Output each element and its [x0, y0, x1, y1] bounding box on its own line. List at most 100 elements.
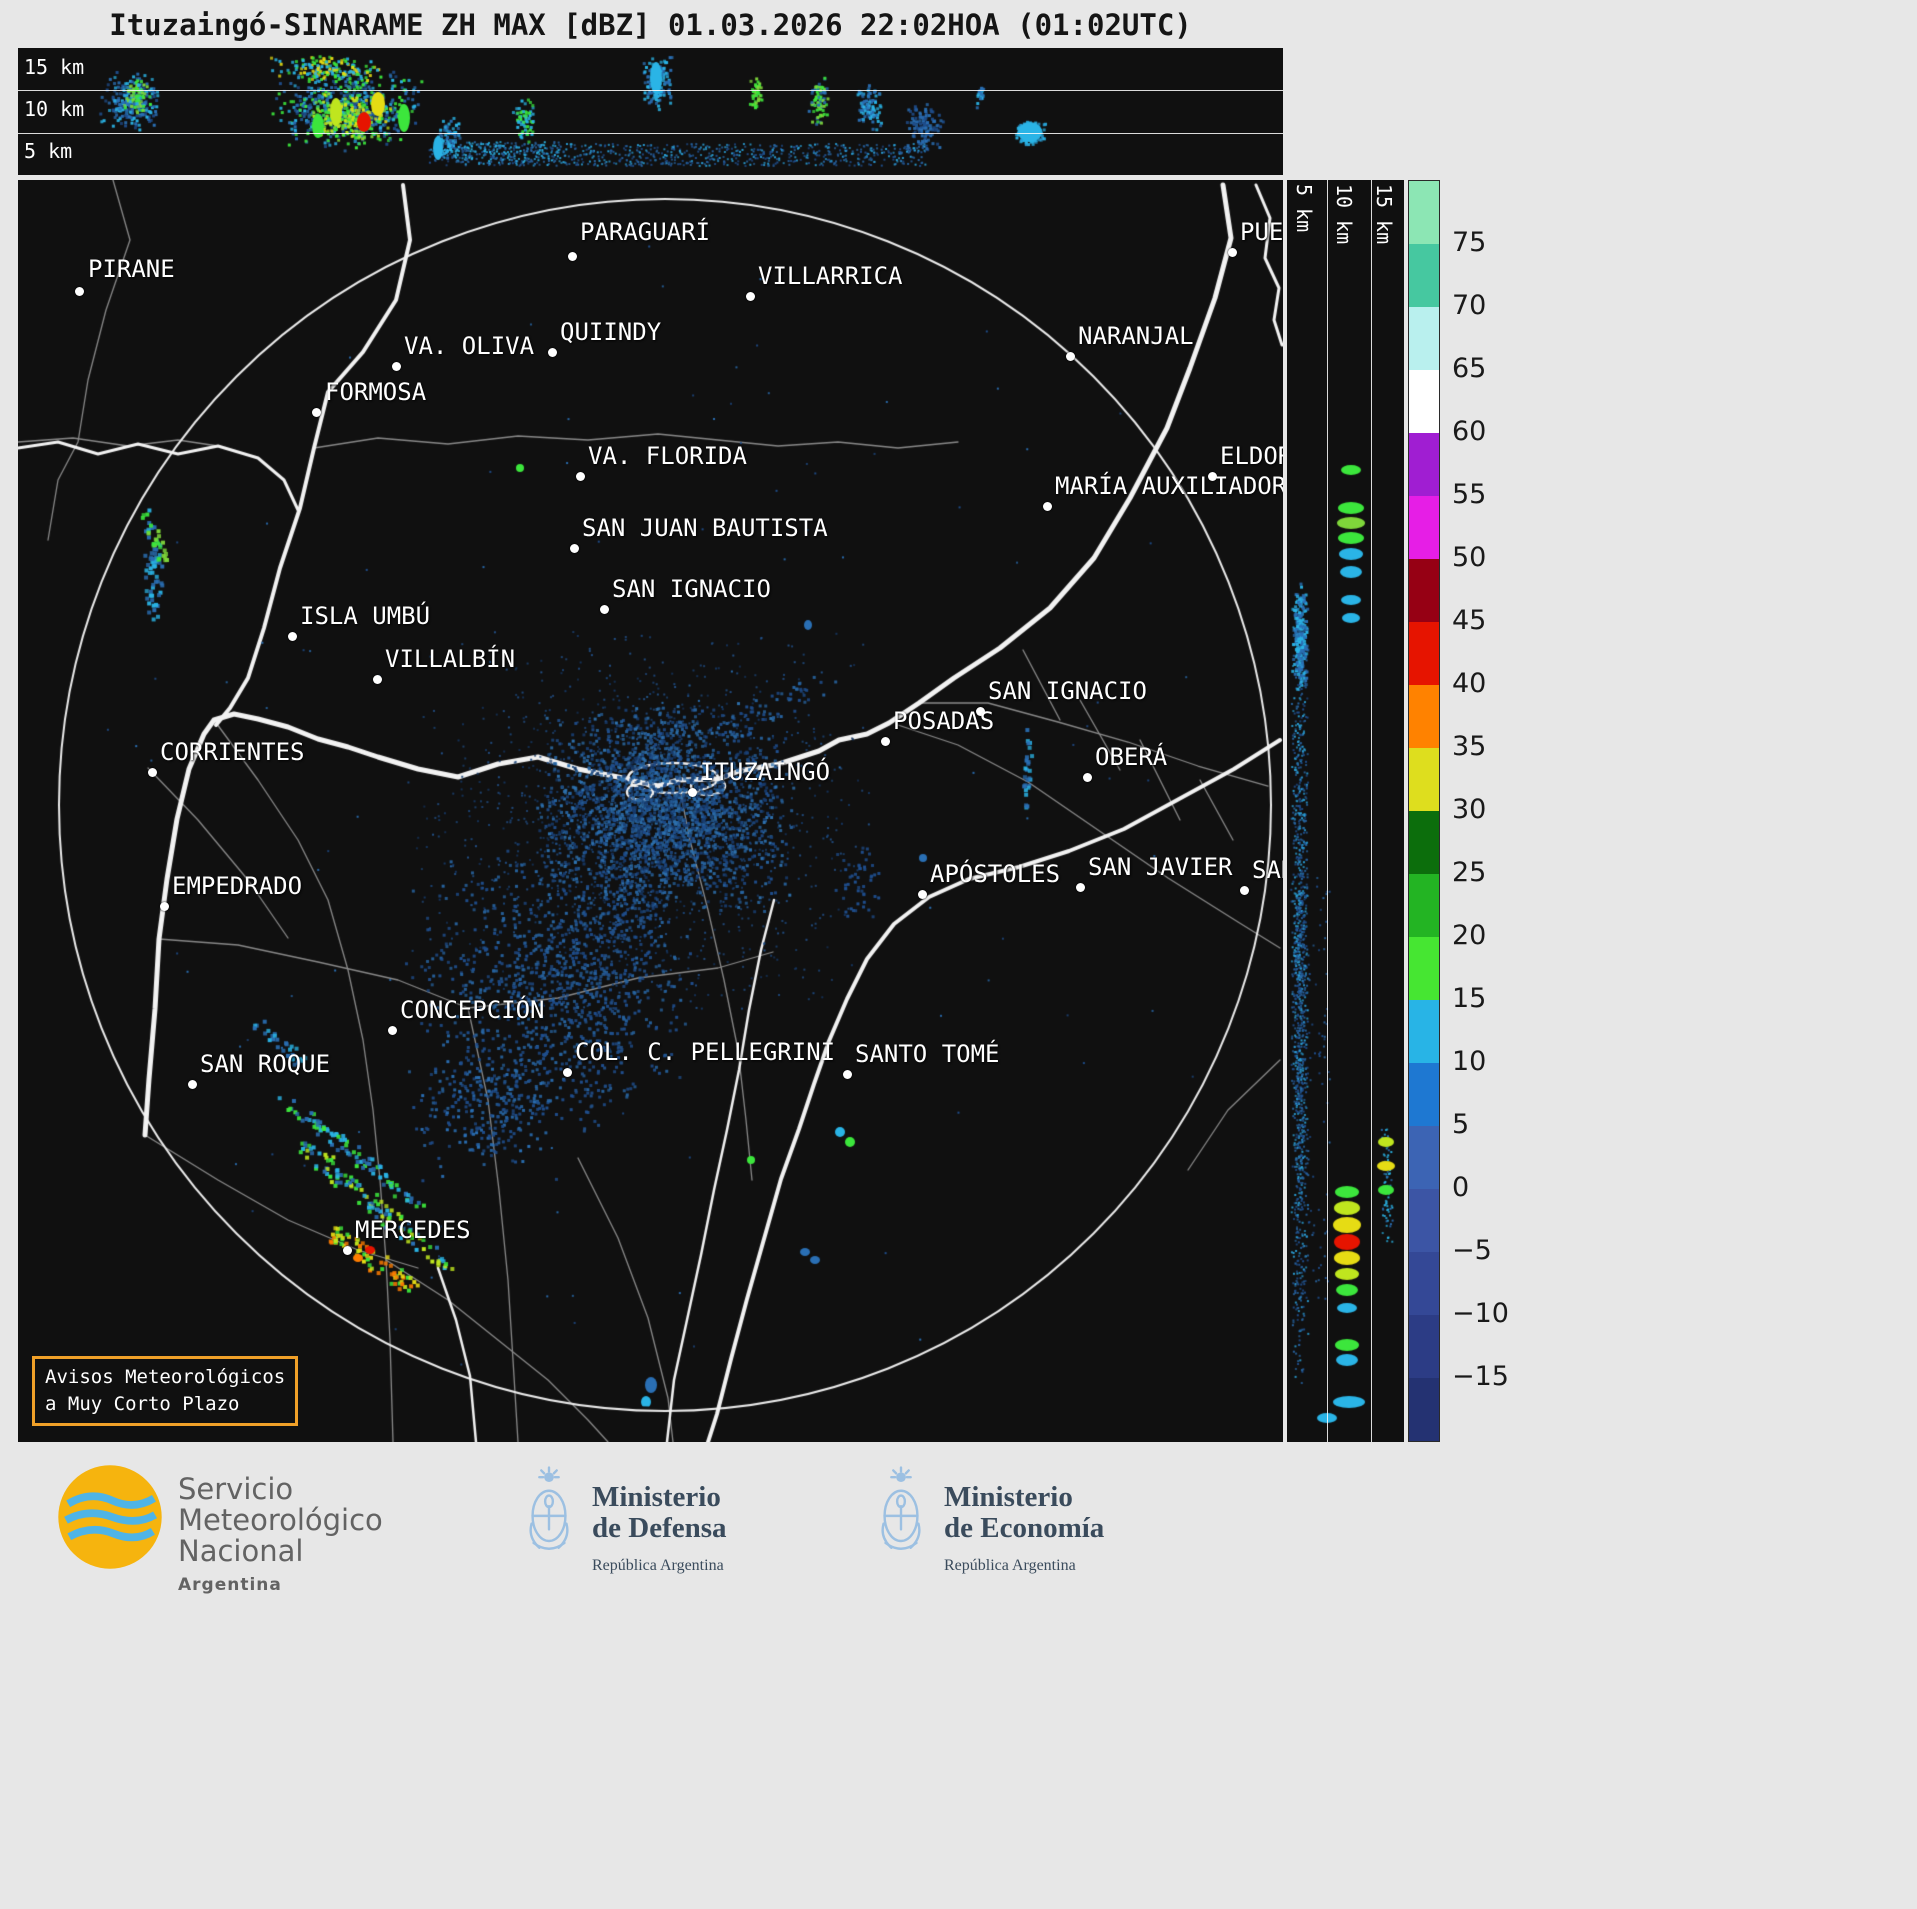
city-label: NARANJAL	[1078, 322, 1194, 350]
city-dot	[160, 902, 169, 911]
dbz-colorbar-ticks: 75 70 65 60 55 50 45 40 35 30 25 20 15 10 5 0 −5 −10 −15	[1452, 180, 1542, 1442]
city-dot	[1076, 883, 1085, 892]
radar-map-panel: PIRANE PARAGUARÍ VILLARRICA QUIINDY VA. OLIV…	[18, 180, 1283, 1442]
city-dot	[343, 1246, 352, 1255]
city-label: OBERÁ	[1095, 743, 1168, 771]
defensa-line-2: de Defensa	[592, 1512, 727, 1544]
defensa-sub: República Argentina	[592, 1557, 724, 1574]
city-dot	[1240, 886, 1249, 895]
city-dot	[688, 788, 697, 797]
colorbar-segment	[1409, 1063, 1439, 1127]
city-dot	[1066, 352, 1075, 361]
city-label: SAN IGNACIO	[988, 677, 1147, 705]
altitude-gridline	[1371, 180, 1372, 1442]
altitude-label-10km: 10 km	[24, 97, 85, 121]
city-label: FORMOSA	[325, 378, 427, 406]
altitude-gridline	[18, 133, 1283, 134]
city-dot	[388, 1026, 397, 1035]
right-cross-section-panel: 5 km 10 km 15 km	[1287, 180, 1404, 1442]
colorbar-segment	[1409, 1378, 1439, 1441]
colorbar-segment	[1409, 496, 1439, 560]
altitude-label-5km: 5 km	[1292, 184, 1316, 233]
city-dot	[1083, 773, 1092, 782]
colorbar-tick: 5	[1452, 1109, 1470, 1140]
colorbar-segment	[1409, 433, 1439, 497]
smn-country: Argentina	[178, 1575, 282, 1595]
altitude-label-15km: 15 km	[24, 55, 85, 79]
dbz-colorbar	[1408, 180, 1440, 1442]
smn-wordmark: Servicio Meteorológico Nacional Argentin…	[178, 1474, 383, 1601]
right-cross-section-canvas	[1287, 180, 1404, 1442]
city-label: EMPEDRADO	[172, 872, 303, 900]
colorbar-segment	[1409, 370, 1439, 434]
warning-line-2: a Muy Corto Plazo	[45, 1393, 240, 1415]
city-label: ELDORADO	[1220, 442, 1283, 470]
altitude-label-10km: 10 km	[1332, 184, 1356, 245]
colorbar-segment	[1409, 937, 1439, 1001]
altitude-label-15km: 15 km	[1372, 184, 1396, 245]
colorbar-tick: 60	[1452, 416, 1487, 447]
city-label: SAN	[1252, 856, 1283, 884]
coat-of-arms-icon	[881, 1466, 921, 1550]
city-dot	[548, 348, 557, 357]
coat-of-arms-icon	[529, 1466, 569, 1550]
city-dot	[312, 408, 321, 417]
city-dot	[288, 632, 297, 641]
city-label: APÓSTOLES	[930, 860, 1061, 888]
footer: Servicio Meteorológico Nacional Argentin…	[0, 1442, 1917, 1909]
city-dot	[75, 287, 84, 296]
city-dot	[746, 292, 755, 301]
ministry-defensa-wordmark: Ministerio de Defensa República Argentin…	[592, 1482, 727, 1581]
smn-line-3: Nacional	[178, 1534, 304, 1568]
city-label: VILLARRICA	[758, 262, 903, 290]
city-dot	[148, 768, 157, 777]
warning-line-1: Avisos Meteorológicos	[45, 1366, 286, 1388]
smn-logo-icon	[58, 1465, 162, 1569]
colorbar-segment	[1409, 748, 1439, 812]
smn-line-1: Servicio	[178, 1472, 294, 1506]
colorbar-tick: 50	[1452, 542, 1487, 573]
city-dot	[976, 707, 985, 716]
city-label: ISLA UMBÚ	[300, 602, 431, 630]
colorbar-tick: 15	[1452, 983, 1487, 1014]
city-dot	[373, 675, 382, 684]
city-dot	[188, 1080, 197, 1089]
colorbar-segment	[1409, 1126, 1439, 1190]
colorbar-tick: −10	[1452, 1298, 1509, 1329]
colorbar-tick: 20	[1452, 920, 1487, 951]
city-dot	[568, 252, 577, 261]
colorbar-segment	[1409, 559, 1439, 623]
colorbar-segment	[1409, 874, 1439, 938]
city-dot	[1043, 502, 1052, 511]
city-label: SAN JUAN BAUTISTA	[582, 514, 828, 542]
city-dot	[1208, 472, 1217, 481]
colorbar-segment	[1409, 811, 1439, 875]
city-label: ITUZAINGÓ	[700, 758, 831, 786]
city-dot	[1228, 248, 1237, 257]
colorbar-segment	[1409, 244, 1439, 308]
city-label: POSADAS	[893, 707, 995, 735]
ministry-economia-wordmark: Ministerio de Economía República Argenti…	[944, 1482, 1104, 1581]
colorbar-tick: 35	[1452, 731, 1487, 762]
colorbar-segment	[1409, 1315, 1439, 1379]
city-label: VILLALBÍN	[385, 645, 516, 673]
economia-line-1: Ministerio	[944, 1481, 1073, 1513]
colorbar-segment	[1409, 685, 1439, 749]
altitude-gridline	[18, 90, 1283, 91]
colorbar-tick: 75	[1452, 227, 1487, 258]
colorbar-tick: −15	[1452, 1361, 1509, 1392]
city-label: VA. FLORIDA	[588, 442, 747, 470]
colorbar-segment	[1409, 1252, 1439, 1316]
city-dot	[563, 1068, 572, 1077]
city-label: SANTO TOMÉ	[855, 1040, 1000, 1068]
colorbar-tick: 45	[1452, 605, 1487, 636]
page-title: Ituzaingó-SINARAME ZH MAX [dBZ] 01.03.20…	[109, 8, 1192, 42]
city-label: MERCEDES	[355, 1216, 471, 1244]
city-label: MARÍA AUXILIADORA	[1055, 472, 1283, 500]
colorbar-segment	[1409, 181, 1439, 245]
city-label: CONCEPCIÓN	[400, 996, 545, 1024]
top-cross-section-panel: 15 km 10 km 5 km	[18, 48, 1283, 175]
colorbar-tick: 40	[1452, 668, 1487, 699]
city-label: PUE	[1240, 218, 1283, 246]
